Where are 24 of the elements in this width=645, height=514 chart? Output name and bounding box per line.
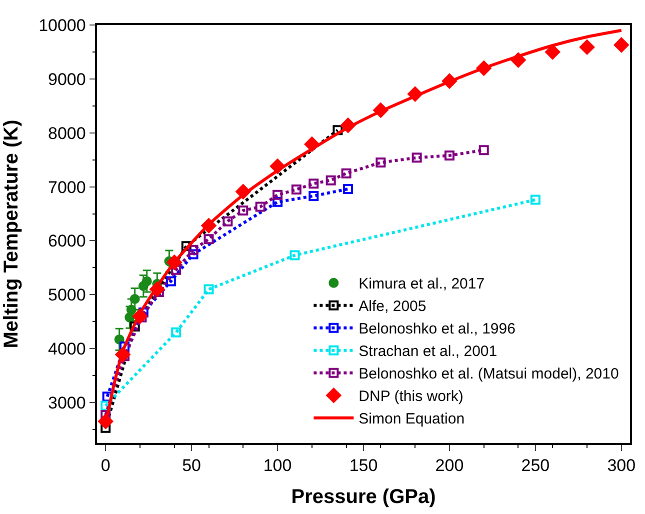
x-tick-label: 150	[349, 456, 378, 476]
legend-label: DNP (this work)	[358, 388, 464, 406]
x-axis-title: Pressure (GPa)	[291, 486, 436, 508]
legend-label: Kimura et al., 2017	[358, 276, 485, 293]
x-tick-label: 250	[521, 456, 550, 476]
y-tick-label: 5000	[48, 286, 86, 305]
y-tick-label: 6000	[48, 232, 86, 251]
y-axis-title: Melting Temperature (K)	[0, 120, 23, 348]
y-tick-label: 7000	[48, 178, 86, 197]
y-tick-label: 9000	[48, 70, 86, 89]
x-tick-label: 200	[435, 456, 464, 476]
x-tick-label: 0	[100, 456, 110, 476]
y-tick-label: 3000	[48, 394, 86, 412]
x-tick-label: 50	[182, 456, 202, 476]
y-tick-label: 10000	[38, 16, 86, 35]
legend-label: Simon Equation	[358, 410, 465, 428]
legend-label: Belonoshko et al., 1996	[358, 320, 516, 338]
y-tick-label: 8000	[48, 124, 86, 143]
y-tick-label: 4000	[48, 340, 86, 359]
legend-label: Belonoshko et al. (Matsui model), 2010	[358, 366, 619, 383]
legend-label: Strachan et al., 2001	[358, 343, 498, 360]
x-tick-label: 100	[263, 456, 292, 476]
legend-label: Alfe, 2005	[358, 298, 426, 316]
x-tick-label: 300	[607, 456, 636, 476]
